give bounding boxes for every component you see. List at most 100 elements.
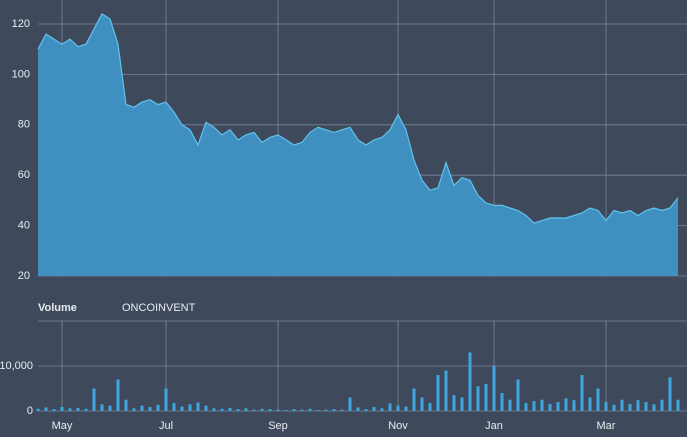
volume-bar bbox=[396, 405, 400, 411]
volume-bar bbox=[260, 408, 264, 411]
y-tick-label: 40 bbox=[18, 220, 30, 232]
volume-bar bbox=[420, 397, 424, 411]
volume-bar bbox=[484, 384, 488, 411]
volume-bar bbox=[580, 375, 584, 411]
volume-bar bbox=[532, 401, 536, 411]
volume-bar bbox=[644, 402, 648, 411]
y-tick-label: 60 bbox=[18, 169, 30, 181]
volume-bar bbox=[460, 397, 464, 411]
volume-bar bbox=[636, 400, 640, 411]
y-tick-label: 120 bbox=[12, 18, 30, 30]
volume-bar bbox=[564, 398, 568, 411]
volume-bar bbox=[108, 405, 112, 411]
volume-bar bbox=[524, 402, 528, 411]
volume-bar bbox=[100, 404, 104, 411]
volume-bar bbox=[556, 402, 560, 411]
volume-bar bbox=[516, 379, 520, 411]
volume-bar bbox=[468, 352, 472, 411]
price-line bbox=[37, 13, 679, 224]
volume-bar bbox=[68, 408, 72, 411]
volume-bar bbox=[196, 402, 200, 411]
volume-bar bbox=[652, 404, 656, 411]
volume-bar bbox=[428, 402, 432, 411]
volume-bar bbox=[244, 408, 248, 411]
volume-bar bbox=[388, 403, 392, 411]
volume-bar bbox=[268, 409, 272, 411]
volume-bar bbox=[284, 410, 288, 411]
volume-bar bbox=[188, 404, 192, 411]
volume-bar bbox=[172, 402, 176, 411]
volume-bar bbox=[276, 409, 280, 411]
volume-bar bbox=[316, 410, 320, 411]
volume-bar bbox=[132, 408, 136, 411]
volume-bar bbox=[156, 404, 160, 411]
volume-bar bbox=[620, 399, 624, 411]
volume-bar bbox=[548, 403, 552, 411]
volume-bar bbox=[204, 405, 208, 411]
x-tick-label: Sep bbox=[268, 420, 288, 432]
volume-bar bbox=[412, 388, 416, 411]
volume-bar bbox=[252, 409, 256, 411]
volume-bar bbox=[404, 406, 408, 411]
volume-bar bbox=[236, 409, 240, 411]
volume-bar bbox=[36, 408, 40, 411]
volume-bar bbox=[356, 407, 360, 411]
volume-bar bbox=[212, 408, 216, 411]
volume-bar bbox=[380, 408, 384, 411]
volume-bar bbox=[572, 400, 576, 411]
volume-bar bbox=[164, 388, 168, 411]
volume-bar bbox=[340, 409, 344, 411]
volume-bar bbox=[476, 386, 480, 411]
volume-title: Volume bbox=[38, 302, 77, 314]
volume-bar bbox=[372, 406, 376, 411]
volume-bar bbox=[628, 403, 632, 411]
volume-bar bbox=[220, 408, 224, 411]
volume-bar bbox=[308, 408, 312, 411]
volume-bar bbox=[588, 397, 592, 411]
price-area bbox=[38, 13, 678, 277]
volume-bar bbox=[140, 405, 144, 411]
volume-bar bbox=[348, 397, 352, 411]
x-tick-label: Nov bbox=[388, 420, 408, 432]
volume-bar bbox=[324, 409, 328, 411]
x-tick-label: Jan bbox=[485, 420, 503, 432]
volume-bar bbox=[540, 399, 544, 411]
volume-bar bbox=[148, 406, 152, 411]
volume-bar bbox=[300, 409, 304, 411]
volume-bar bbox=[452, 395, 456, 411]
volume-bar bbox=[52, 409, 56, 411]
y-tick-label: 80 bbox=[18, 119, 30, 131]
y-tick-label: 20 bbox=[18, 270, 30, 282]
volume-bar bbox=[228, 407, 232, 411]
volume-bar bbox=[668, 377, 672, 411]
volume-bar bbox=[596, 388, 600, 411]
y-tick-label: 100 bbox=[12, 68, 30, 80]
volume-bar bbox=[332, 409, 336, 411]
y-tick-label: 0 bbox=[27, 405, 33, 417]
volume-bar bbox=[364, 409, 368, 411]
x-tick-label: May bbox=[52, 420, 73, 432]
volume-bar bbox=[124, 399, 128, 411]
volume-bar bbox=[612, 404, 616, 411]
volume-bar bbox=[500, 393, 504, 411]
volume-bar bbox=[76, 407, 80, 411]
volume-bar bbox=[116, 379, 120, 411]
volume-bar bbox=[44, 407, 48, 411]
volume-bar bbox=[292, 409, 296, 411]
volume-bar bbox=[180, 406, 184, 411]
volume-bar bbox=[84, 408, 88, 411]
volume-symbol: ONCOINVENT bbox=[122, 302, 196, 314]
x-tick-label: Jul bbox=[159, 420, 173, 432]
volume-bar bbox=[436, 375, 440, 411]
volume-bar bbox=[660, 399, 664, 411]
volume-bar bbox=[444, 370, 448, 411]
volume-bar bbox=[60, 406, 64, 411]
y-tick-label: 10,000 bbox=[0, 360, 33, 372]
volume-bar bbox=[676, 399, 680, 411]
volume-bar bbox=[92, 388, 96, 411]
volume-bar bbox=[492, 366, 496, 411]
volume-bar bbox=[508, 399, 512, 411]
volume-bar bbox=[604, 402, 608, 411]
x-tick-label: Mar bbox=[597, 420, 616, 432]
